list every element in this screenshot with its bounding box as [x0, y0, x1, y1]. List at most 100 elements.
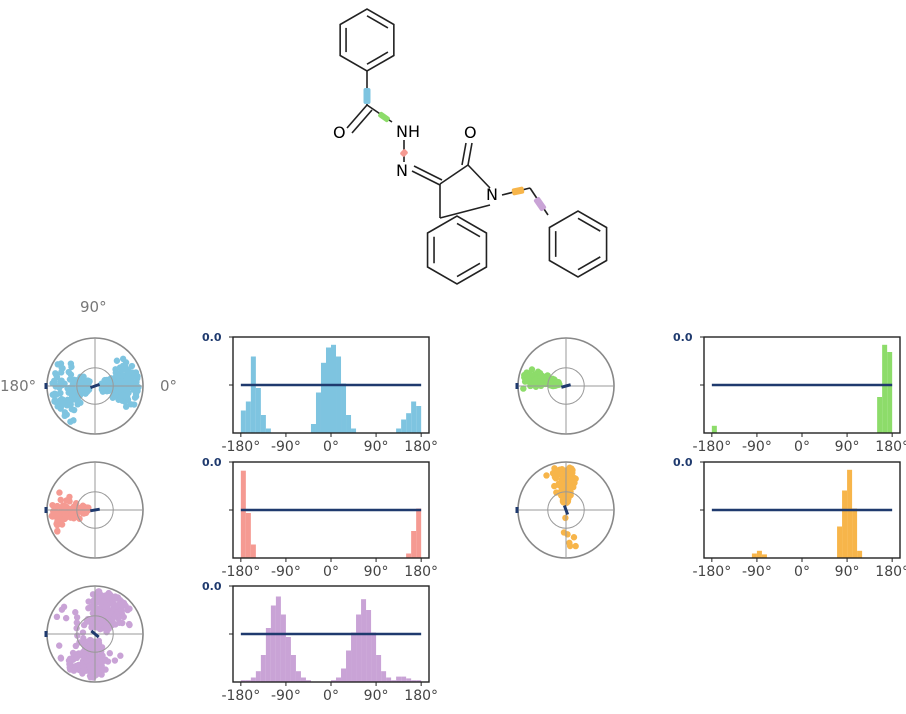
histogram-bar — [265, 628, 271, 682]
dihedral-panels: 0.0-180° -90° 0° 90° 180°0.0-180° -90° 0° 90° 18… — [44, 331, 906, 704]
phenyl-right-ring-double — [577, 256, 601, 271]
polar-point — [57, 655, 65, 662]
polar-mean-marker — [560, 383, 572, 389]
dihedral-panel-2: 0.0 -180° -90° 0° 90° 180° — [44, 456, 438, 580]
x-tick-label: -180° — [692, 564, 731, 580]
polar-mean-marker — [90, 507, 100, 513]
polar-point — [56, 489, 63, 496]
histogram-bar — [391, 680, 397, 682]
histogram-bar — [310, 424, 316, 433]
polar-plot — [44, 461, 144, 559]
polar-mean-marker — [89, 382, 101, 390]
polar-point — [79, 629, 87, 636]
bond-5r-a — [439, 164, 469, 185]
histogram-bar — [255, 671, 261, 682]
label-90-deg: 90° — [80, 298, 107, 316]
polar-point — [528, 366, 536, 373]
polar-point — [125, 370, 132, 377]
polar-plot — [44, 337, 144, 435]
torsion-highlight-purple — [533, 197, 547, 211]
polar-point — [119, 377, 126, 385]
polar-point — [53, 521, 61, 529]
polar-point — [72, 642, 80, 650]
polar-point — [70, 515, 78, 522]
phenyl-top-ring — [339, 8, 395, 72]
polar-point — [566, 539, 573, 547]
polar-point — [70, 503, 78, 510]
polar-point — [568, 465, 575, 472]
x-tick-label: -90° — [271, 688, 301, 704]
benzo-ring-double — [456, 262, 481, 278]
histogram-bar — [857, 550, 863, 558]
polar-point — [73, 619, 81, 626]
polar-point — [58, 606, 66, 613]
polar-point — [53, 503, 61, 510]
polar-point — [50, 380, 58, 387]
histogram-bar — [265, 428, 271, 433]
histogram-bar — [761, 554, 767, 558]
polar-point — [127, 401, 135, 408]
polar-mean-marker — [562, 504, 570, 516]
x-tick-label: 90° — [835, 564, 860, 580]
polar-point — [66, 655, 74, 662]
bond-imine-1 — [411, 170, 441, 186]
atom-nh: NH — [396, 122, 420, 141]
label-0-deg: 0° — [160, 377, 177, 395]
histogram-bar — [401, 419, 407, 433]
histogram-bar — [295, 671, 301, 682]
polar-point — [559, 496, 567, 504]
histogram-bar — [356, 614, 362, 682]
polar-point — [82, 506, 89, 513]
polar-point — [53, 613, 61, 621]
torsion-highlight-orange — [511, 186, 525, 196]
polar-point — [112, 369, 120, 376]
label-180-deg: 180° — [0, 377, 36, 395]
x-tick-label: -90° — [742, 564, 772, 580]
histogram-bar — [351, 632, 357, 682]
polar-point — [67, 418, 74, 425]
histogram-bar — [381, 671, 387, 682]
histogram-bar — [406, 413, 412, 433]
histogram-bar — [416, 508, 422, 558]
torsion-highlight-green — [378, 111, 390, 123]
atom-o-2: O — [464, 123, 477, 142]
x-tick-label: -180° — [692, 439, 731, 455]
polar-point — [132, 393, 140, 400]
histogram-bar — [411, 680, 417, 682]
polar-point — [126, 621, 133, 629]
x-tick-label: 90° — [364, 439, 389, 455]
x-tick-label: 90° — [364, 688, 389, 704]
polar-point — [96, 654, 103, 661]
x-tick-label: -180° — [221, 439, 260, 455]
y-tick-label: 0.0 — [202, 456, 222, 469]
bond-c-o-2 — [351, 109, 373, 134]
polar-point — [59, 365, 66, 372]
polar-point — [62, 614, 70, 622]
polar-point — [572, 542, 579, 550]
histogram-bar — [416, 680, 422, 682]
torsion-highlight-blue — [363, 88, 371, 104]
polar-point — [564, 531, 571, 538]
x-tick-label: 180° — [404, 688, 438, 704]
histogram-bar — [376, 655, 382, 682]
histogram-bar — [346, 415, 352, 433]
polar-plot — [515, 461, 615, 559]
polar-point — [51, 398, 58, 405]
polar-point — [61, 412, 68, 420]
histogram-bar — [877, 397, 883, 433]
x-tick-label: -90° — [271, 564, 301, 580]
histogram-bar — [260, 415, 266, 433]
polar-point — [70, 667, 78, 674]
polar-point — [100, 666, 107, 673]
histogram-bar — [406, 678, 412, 682]
polar-point — [551, 473, 559, 481]
polar-point — [56, 642, 63, 649]
histogram-bar — [240, 680, 246, 682]
polar-point — [95, 640, 103, 647]
polar-point — [62, 514, 70, 521]
histogram-bar — [411, 531, 417, 558]
histogram: 0.0 -180° -90° 0° 90° 180° — [202, 580, 438, 704]
histogram-bar — [837, 526, 843, 558]
histogram-bar — [260, 655, 266, 682]
polar-point — [558, 475, 566, 483]
